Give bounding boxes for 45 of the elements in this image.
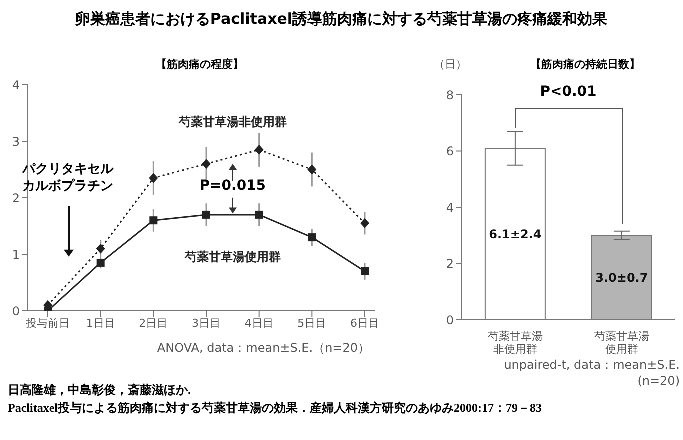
x-tick-label: 5日目 — [298, 316, 327, 330]
text: ANOVA, data：mean±S.E.（n=20） — [156, 340, 370, 357]
data-label: 6.1±2.4 — [489, 227, 542, 242]
point — [254, 144, 264, 155]
x-tick-label: 1日目 — [86, 316, 116, 330]
chart-subtitle: 【筋肉痛の程度】 — [155, 57, 245, 72]
y-tick-label: 2 — [12, 191, 20, 206]
text: unpaired-t, data：mean±S.E. (n=20) — [503, 357, 680, 388]
chart-title: 【筋肉痛の持続日数】 — [529, 57, 642, 72]
point — [202, 210, 210, 219]
chart-title: 卵巣癌患者におけるPaclitaxel誘導筋肉痛に対する芍薬甘草湯の疼痛緩和効果 — [74, 10, 609, 29]
point — [150, 216, 158, 225]
x-tick-label: 芍薬甘草湯使用群 — [594, 330, 650, 356]
y-tick-label: 3 — [12, 134, 20, 149]
point — [202, 159, 211, 170]
text: 芍薬甘草湯使用群 — [184, 249, 282, 266]
y-tick-label: 1 — [12, 248, 20, 262]
point — [360, 218, 370, 228]
x-tick-label: 4日目 — [244, 316, 274, 330]
point — [255, 210, 264, 219]
x-tick-label: 2日目 — [139, 316, 168, 330]
x-tick-label: 投与前日 — [25, 316, 70, 330]
y-tick-label: 0 — [12, 304, 20, 318]
annotation: P=0.015 — [198, 178, 268, 194]
y-tick-label: 2 — [446, 257, 454, 272]
text: 日高隆雄，中島彰俊，斎藤滋ほか. — [8, 382, 191, 399]
y-tick-label: 0 — [446, 313, 454, 328]
x-tick-label: 3日目 — [192, 316, 221, 330]
point — [96, 244, 106, 254]
y-axis-title: （日） — [434, 57, 467, 72]
x-tick-label: 芍薬甘草湯非使用群 — [488, 330, 543, 356]
y-tick-label: 6 — [446, 144, 454, 159]
point — [308, 164, 317, 175]
y-tick-label: 4 — [446, 200, 454, 215]
point — [149, 173, 158, 184]
point — [361, 267, 369, 276]
text: Paclitaxel投与による筋肉痛に対する芍薬甘草湯の効果．産婦人科漢方研究のあゆみ2000:17：79－83 — [8, 400, 542, 417]
y-tick-label: 4 — [12, 78, 20, 92]
annotation: パクリタキセルカルボプラチン — [21, 161, 115, 196]
data-label: 3.0±0.7 — [596, 271, 648, 286]
x-tick-label: 6日目 — [350, 316, 380, 330]
y-tick-label: 8 — [446, 88, 454, 102]
text: 芍薬甘草湯非使用群 — [178, 114, 288, 131]
annotation: P<0.01 — [539, 84, 598, 100]
point — [308, 234, 316, 242]
